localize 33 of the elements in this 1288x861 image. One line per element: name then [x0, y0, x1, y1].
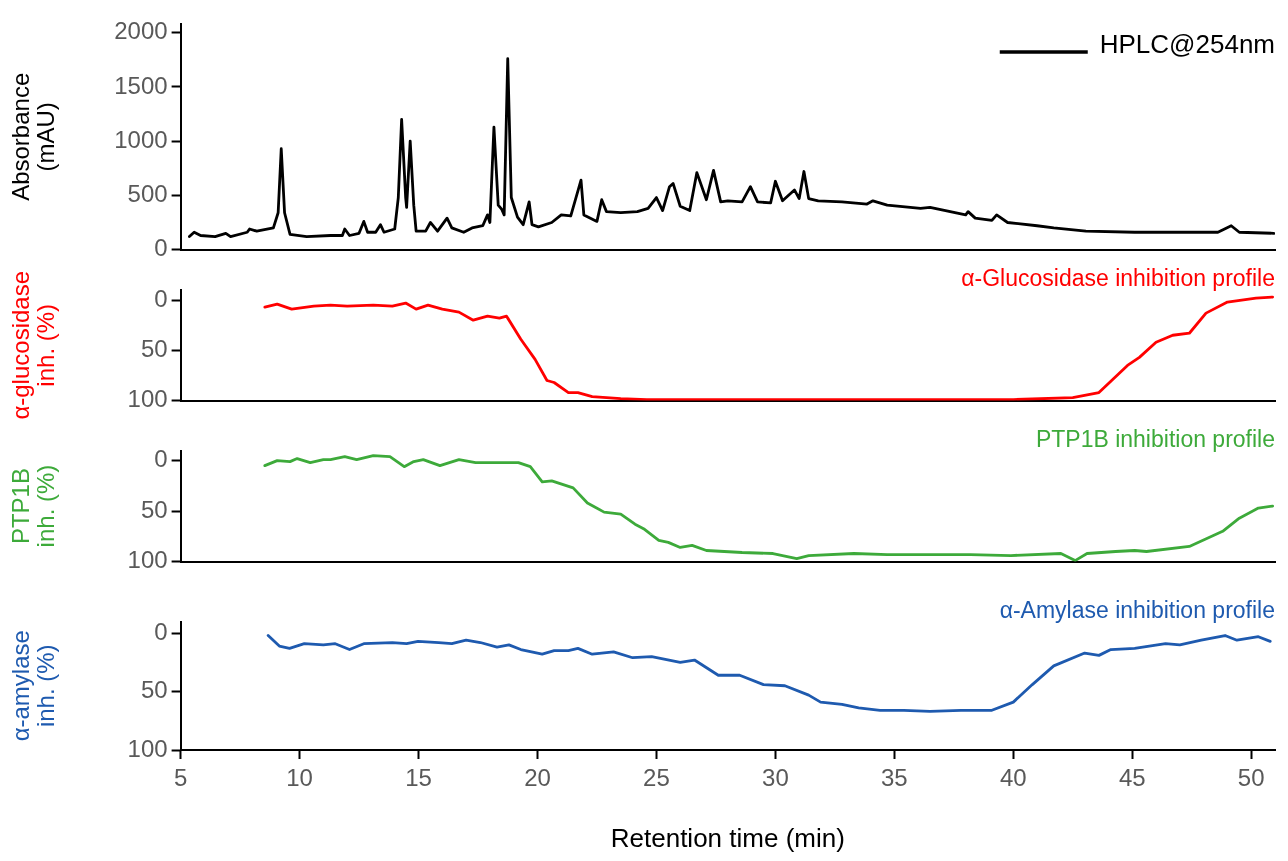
y-tick-label: 50: [140, 495, 168, 523]
y-tick-label: 2000: [114, 17, 168, 45]
y-axis-title: Absorbance (mAU): [7, 72, 60, 201]
y-tick-label: 0: [154, 445, 168, 473]
y-axis-title: α-amylase inh. (%): [7, 630, 60, 742]
y-tick-label: 50: [140, 676, 168, 704]
y-tick-label: 1000: [114, 125, 168, 153]
y-tick-label: 50: [140, 334, 168, 362]
text: PTP1B inhibition profile: [1035, 425, 1275, 452]
x-tick-label: 50: [1237, 764, 1265, 792]
y-tick-label: 500: [127, 179, 168, 207]
y-tick-label: 100: [127, 734, 168, 762]
x-tick-label: 5: [173, 764, 188, 792]
y-axis-title: α-glucosidase inh. (%): [7, 270, 60, 420]
x-tick-label: 35: [880, 764, 908, 792]
x-tick-label: 25: [643, 764, 670, 792]
series-label: α-Amylase inhibition profile: [999, 596, 1275, 623]
y-tick-label: 100: [127, 385, 168, 413]
x-tick-label: 40: [999, 764, 1027, 792]
y-tick-label: 100: [127, 546, 168, 574]
y-tick-label: 0: [154, 234, 168, 262]
x-tick-label: 10: [286, 764, 313, 792]
x-tick-label: 30: [762, 764, 789, 792]
y-axis-title: PTP1B inh. (%): [7, 464, 60, 548]
y-tick-label: 1500: [114, 71, 168, 99]
x-tick-label: 15: [405, 764, 432, 792]
x-tick-label: 45: [1118, 764, 1146, 792]
x-axis-title: Retention time (min): [610, 822, 845, 853]
series-label: α-Glucosidase inhibition profile: [961, 265, 1275, 291]
y-tick-label: 0: [154, 617, 168, 645]
legend-label: HPLC@254nm: [1099, 29, 1275, 60]
y-tick-label: 0: [154, 284, 168, 312]
x-tick-label: 20: [524, 764, 551, 792]
